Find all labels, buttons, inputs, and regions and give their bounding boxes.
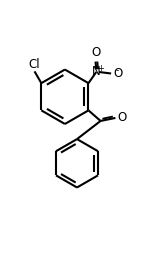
Text: N: N <box>92 66 101 78</box>
Text: Cl: Cl <box>29 58 40 71</box>
Text: -: - <box>116 66 119 75</box>
Text: O: O <box>91 46 100 59</box>
Text: O: O <box>113 67 122 80</box>
Text: +: + <box>97 64 104 73</box>
Text: O: O <box>117 112 126 124</box>
